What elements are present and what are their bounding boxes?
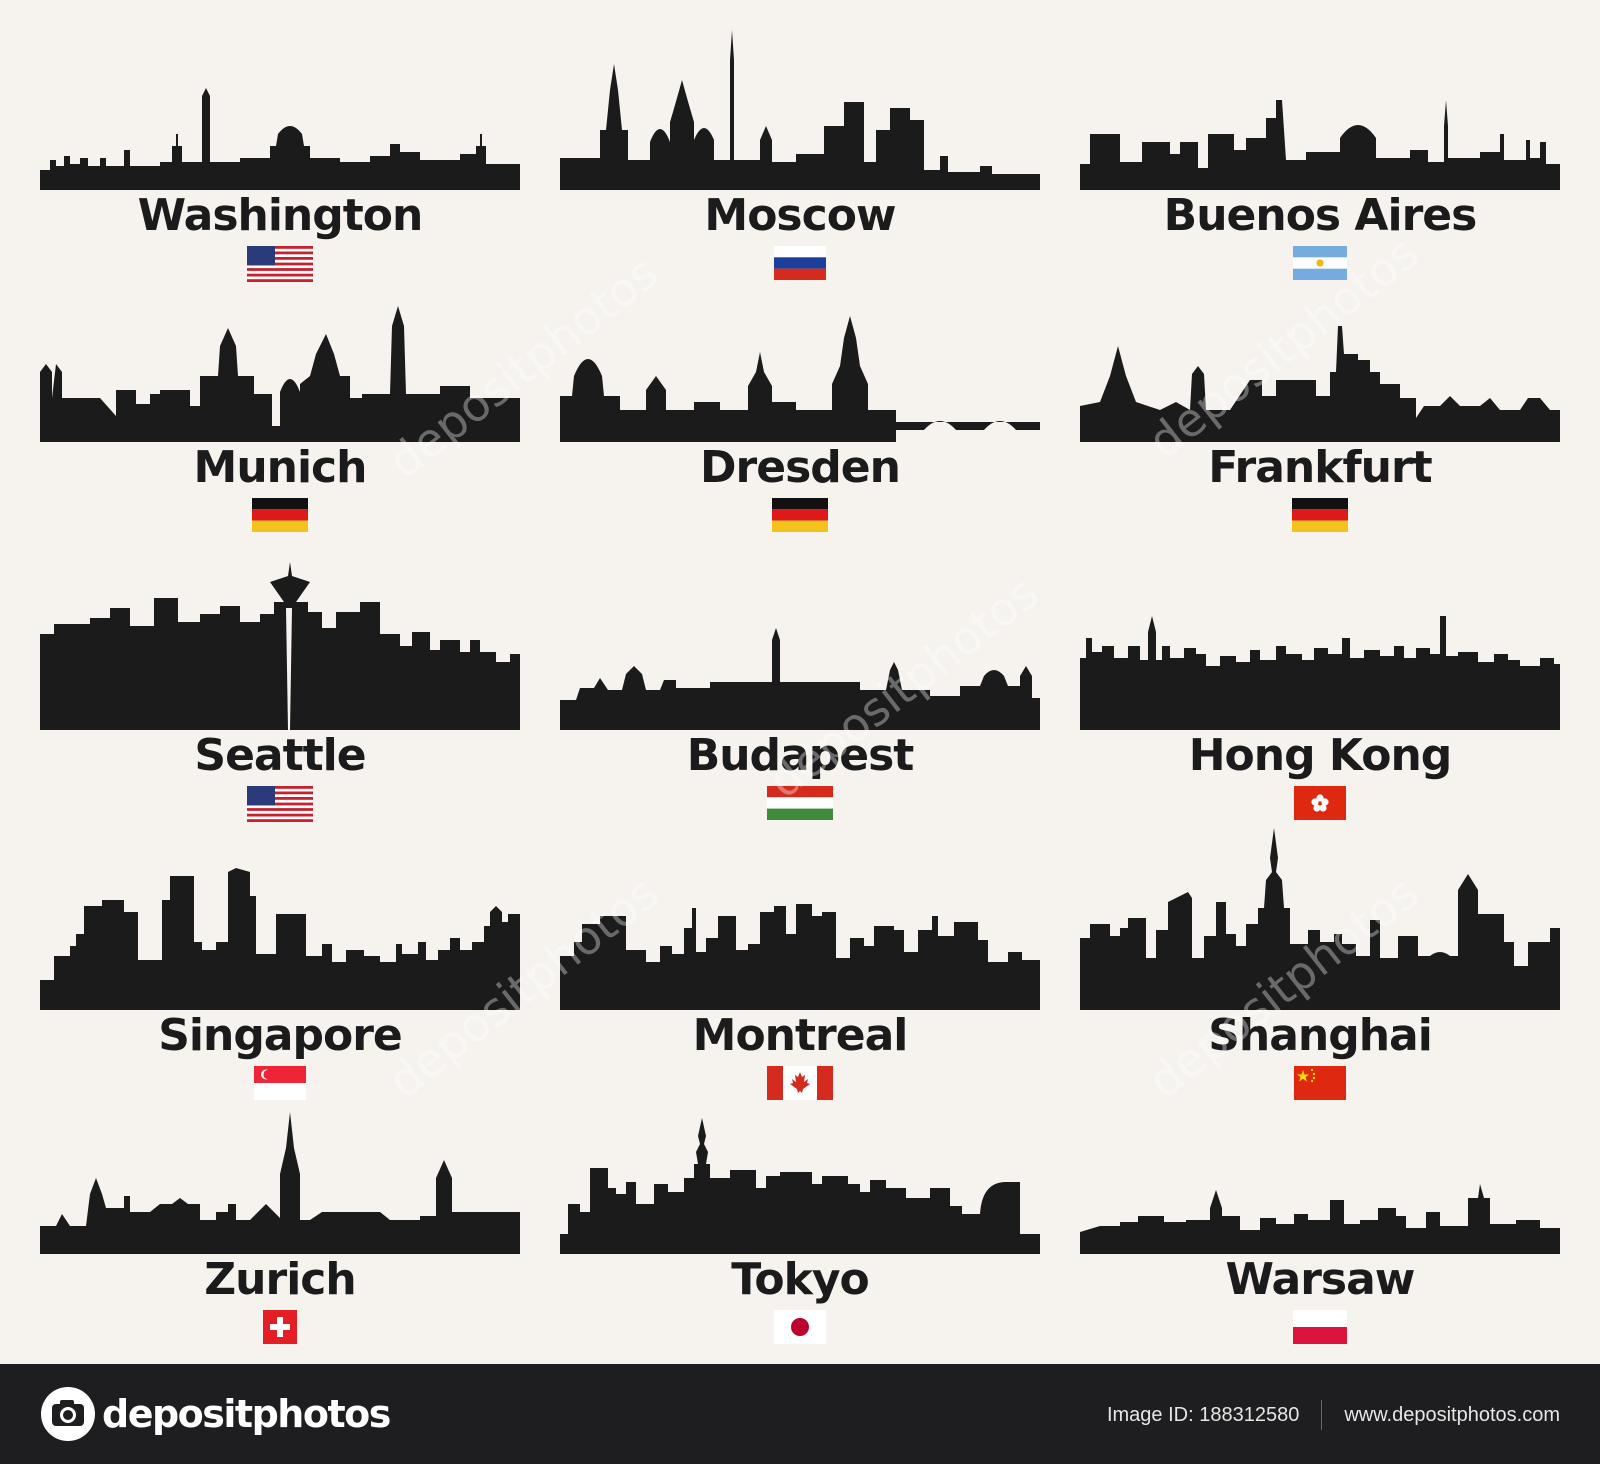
city-name: Montreal <box>692 1010 909 1061</box>
city-name: Warsaw <box>1225 1254 1416 1305</box>
city-seattle: Seattle <box>40 562 520 822</box>
germany-flag-icon <box>772 498 828 532</box>
skyline-seattle <box>40 562 520 730</box>
footer-bar: depositphotos Image ID: 188312580 www.de… <box>0 1364 1600 1464</box>
skyline-shanghai <box>1080 828 1560 1010</box>
city-name: Singapore <box>158 1010 403 1061</box>
city-name: Seattle <box>194 730 366 781</box>
city-singapore: Singapore <box>40 846 520 1100</box>
skyline-zurich <box>40 1112 520 1254</box>
skyline-budapest <box>560 628 1040 730</box>
city-name: Dresden <box>700 442 901 493</box>
city-name: Hong Kong <box>1188 730 1453 781</box>
canada-flag-icon <box>767 1066 833 1100</box>
skyline-singapore <box>40 868 520 1010</box>
skyline-munich <box>40 306 520 442</box>
city-montreal: Montreal <box>560 846 1040 1100</box>
city-shanghai: Shanghai <box>1080 828 1560 1100</box>
hong-kong-flag-icon <box>1294 786 1346 820</box>
switzerland-flag-icon <box>263 1310 297 1344</box>
city-warsaw: Warsaw <box>1080 1108 1560 1344</box>
argentina-flag-icon <box>1293 246 1347 280</box>
usa-flag-icon <box>247 246 313 282</box>
site-url[interactable]: www.depositphotos.com <box>1344 1403 1560 1426</box>
image-id: Image ID: 188312580 <box>1106 1403 1300 1426</box>
city-washington: Washington <box>40 30 520 282</box>
city-budapest: Budapest <box>560 562 1040 820</box>
usa-flag-icon <box>247 786 313 822</box>
skyline-washington <box>40 88 520 190</box>
city-name: Frankfurt <box>1208 442 1432 493</box>
city-name: Washington <box>137 190 424 241</box>
city-name: Tokyo <box>731 1254 870 1305</box>
skyline-hong-kong <box>1080 616 1560 730</box>
city-name: Shanghai <box>1208 1010 1433 1061</box>
brand-logo[interactable]: depositphotos <box>40 1384 391 1444</box>
divider <box>1321 1400 1323 1430</box>
skyline-tokyo <box>560 1118 1040 1254</box>
city-tokyo: Tokyo <box>560 1108 1040 1344</box>
skyline-dresden <box>560 316 1040 442</box>
camera-icon <box>41 1387 95 1441</box>
skyline-frankfurt <box>1080 326 1560 442</box>
city-dresden: Dresden <box>560 306 1040 532</box>
city-moscow: Moscow <box>560 30 1040 280</box>
city-zurich: Zurich <box>40 1108 520 1344</box>
city-frankfurt: Frankfurt <box>1080 306 1560 532</box>
germany-flag-icon <box>252 498 308 532</box>
brand-name: depositphotos <box>102 1392 391 1436</box>
hungary-flag-icon <box>767 786 833 820</box>
city-buenos-aires: Buenos Aires <box>1080 30 1560 280</box>
germany-flag-icon <box>1292 498 1348 532</box>
china-flag-icon <box>1294 1066 1346 1100</box>
singapore-flag-icon <box>254 1066 306 1100</box>
japan-flag-icon <box>774 1310 826 1344</box>
city-name: Buenos Aires <box>1163 190 1478 241</box>
city-name: Zurich <box>204 1254 356 1305</box>
skyline-warsaw <box>1080 1184 1560 1254</box>
city-name: Moscow <box>704 190 896 241</box>
city-name: Budapest <box>686 730 915 781</box>
skyline-moscow <box>560 30 1040 190</box>
skyline-montreal <box>560 904 1040 1010</box>
poland-flag-icon <box>1293 1310 1347 1344</box>
skyline-buenos-aires <box>1080 100 1560 190</box>
city-munich: Munich <box>40 306 520 532</box>
image-meta: Image ID: 188312580 www.depositphotos.co… <box>1107 1400 1560 1430</box>
city-hong-kong: Hong Kong <box>1080 562 1560 820</box>
skyline-grid: Washington Moscow Buenos Aires Munich <box>40 30 1560 1344</box>
russia-flag-icon <box>774 246 826 280</box>
city-name: Munich <box>193 442 368 493</box>
